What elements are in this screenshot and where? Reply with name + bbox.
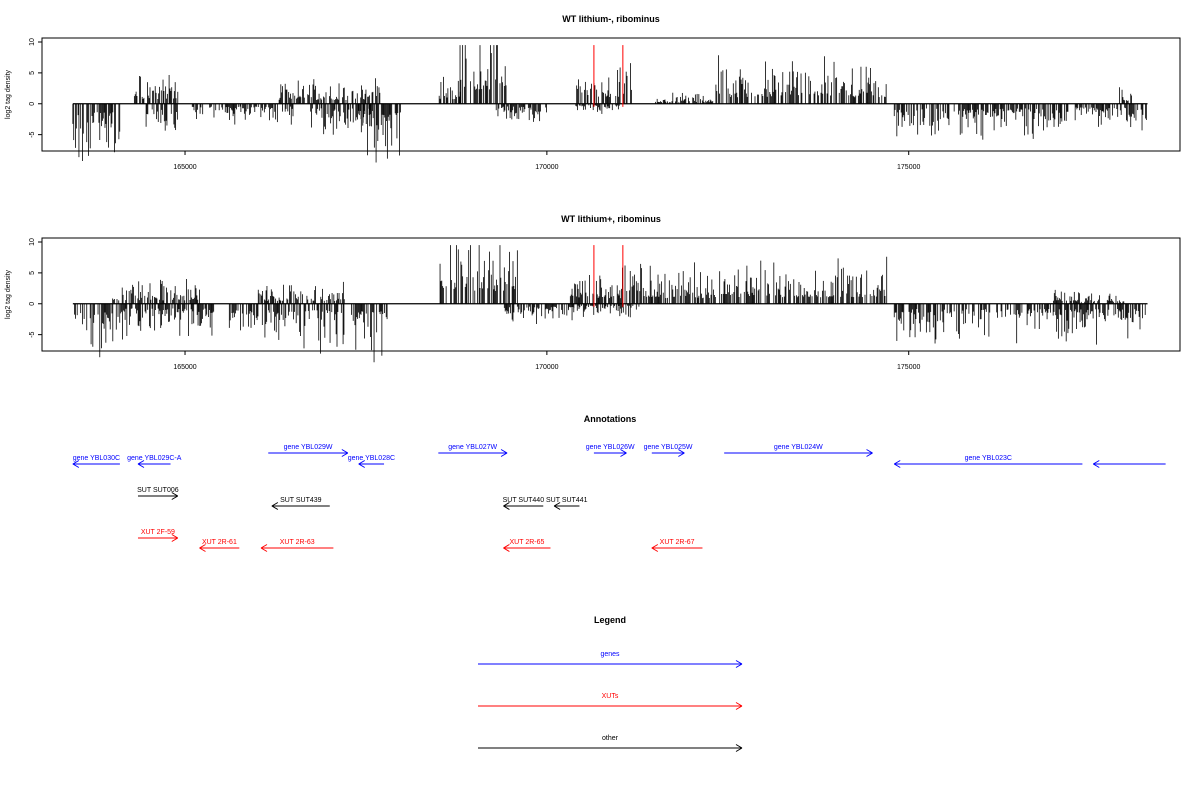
x-tick-label: 175000 xyxy=(897,164,920,171)
annotation-arrow: gene YBL025W xyxy=(644,444,693,457)
panel-title: WT lithium+, ribominus xyxy=(561,214,661,224)
annotation-arrow: XUT 2R-67 xyxy=(651,539,703,552)
annotation-arrow: gene YBL029C-A xyxy=(127,455,182,468)
annotation-label: XUT 2F-59 xyxy=(141,529,175,536)
legend-title: Legend xyxy=(594,615,626,625)
x-tick-label: 165000 xyxy=(173,164,196,171)
annotation-arrow: gene YBL030C xyxy=(72,455,120,468)
annotation-arrow: SUT SUT006 xyxy=(137,487,179,500)
annotation-label: gene YBL024W xyxy=(774,444,823,451)
annotation-label: gene YBL023C xyxy=(965,455,1012,462)
annotation-label: SUT SUT006 xyxy=(137,487,179,494)
legend-item: genes xyxy=(478,651,743,668)
y-axis-label: log2 tag density xyxy=(5,269,12,319)
annotation-arrow: SUT SUT441 xyxy=(546,497,588,510)
annotation-label: gene YBL026W xyxy=(586,444,635,451)
annotation-label: SUT SUT439 xyxy=(280,497,322,504)
annotation-arrow: SUT SUT439 xyxy=(271,497,330,510)
plot-frame xyxy=(41,37,1181,152)
y-axis-label: log2 tag density xyxy=(5,69,12,119)
track-panel-1: WT lithium-, ribominus -5 0 5 10 log2 tag den… xyxy=(5,14,1181,171)
track-panel-2: WT lithium+, ribominus -5 0 5 10 log2 tag den… xyxy=(5,214,1181,371)
annotation-arrow: gene YBL027W xyxy=(438,444,508,457)
plot-frame xyxy=(41,237,1181,352)
legend-item: other xyxy=(478,735,743,752)
y-tick-label: 0 xyxy=(29,302,36,306)
annotation-label: gene YBL028C xyxy=(348,455,395,462)
y-tick-label: 10 xyxy=(29,38,36,46)
annotation-label: XUT 2R-65 xyxy=(510,539,545,546)
annotation-arrow: SUT SUT440 xyxy=(503,497,545,510)
annotation-label: XUT 2R-67 xyxy=(660,539,695,546)
annotation-label: SUT SUT440 xyxy=(503,497,545,504)
annotation-arrow: gene YBL023C xyxy=(893,455,1083,468)
panel-title: WT lithium-, ribominus xyxy=(562,14,660,24)
legend-label: XUTs xyxy=(602,693,619,700)
signal-bars xyxy=(74,245,1146,363)
annotation-arrow: XUT 2R-61 xyxy=(199,539,240,552)
annotation-label: gene YBL025W xyxy=(644,444,693,451)
annotations-title: Annotations xyxy=(584,414,637,424)
annotation-label: XUT 2R-63 xyxy=(280,539,315,546)
x-tick-label: 170000 xyxy=(535,364,558,371)
annotation-label: gene YBL027W xyxy=(448,444,497,451)
annotation-label: gene YBL029C-A xyxy=(127,455,182,462)
y-tick-label: 0 xyxy=(29,102,36,106)
annotations-panel: Annotations gene YBL030C gene YBL029C-A gen… xyxy=(72,414,1166,552)
annotation-arrow: gene YBL029W xyxy=(268,444,349,457)
legend-label: other xyxy=(602,735,619,742)
x-tick-label: 165000 xyxy=(173,364,196,371)
annotation-arrow xyxy=(1092,460,1166,468)
annotation-label: gene YBL030C xyxy=(73,455,120,462)
annotation-arrow: gene YBL028C xyxy=(348,455,395,468)
signal-bars xyxy=(72,45,1147,163)
annotation-arrow: XUT 2F-59 xyxy=(137,529,179,542)
annotation-arrow: XUT 2R-65 xyxy=(503,539,551,552)
y-tick-label: 10 xyxy=(29,238,36,246)
y-tick-label: 5 xyxy=(29,71,36,75)
annotation-label: gene YBL029W xyxy=(284,444,333,451)
y-tick-label: -5 xyxy=(29,331,36,337)
x-tick-label: 175000 xyxy=(897,364,920,371)
legend-panel: Legend genes XUTs other xyxy=(478,615,743,752)
annotation-arrow: gene YBL024W xyxy=(724,444,873,457)
annotation-label: SUT SUT441 xyxy=(546,497,588,504)
y-tick-label: 5 xyxy=(29,271,36,275)
legend-item: XUTs xyxy=(478,693,743,710)
y-tick-label: -5 xyxy=(29,131,36,137)
annotation-arrow: gene YBL026W xyxy=(586,444,635,457)
annotation-label: XUT 2R-61 xyxy=(202,539,237,546)
annotation-arrow: XUT 2R-63 xyxy=(260,539,334,552)
x-tick-label: 170000 xyxy=(535,164,558,171)
legend-label: genes xyxy=(600,651,620,658)
